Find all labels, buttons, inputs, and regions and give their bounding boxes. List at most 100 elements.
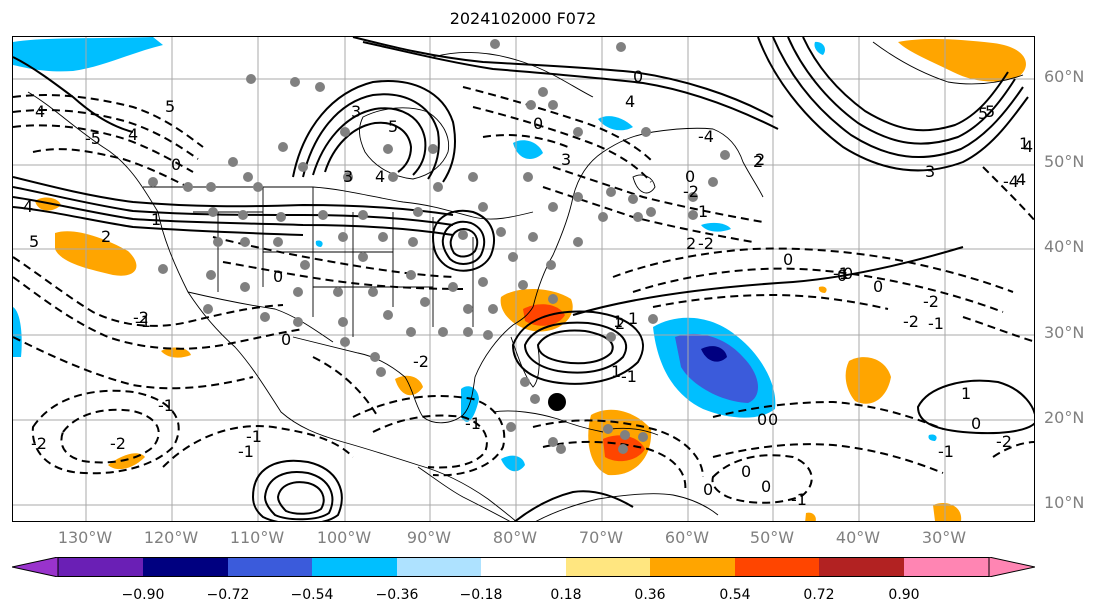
contour-label: -5 — [85, 129, 101, 148]
contour-neg-north-2 — [472, 106, 652, 183]
contour-label: 2 — [101, 227, 111, 246]
colorbar-bin-5 — [397, 557, 481, 577]
lat-label-30n: 30°N — [1044, 323, 1085, 342]
contour-label: 2 — [615, 314, 625, 333]
lon-label-110w: 110°W — [229, 528, 285, 547]
lon-label-100w: 100°W — [316, 528, 372, 547]
colorbar-tick: 0.18 — [550, 587, 582, 603]
colorbar-bin-4 — [312, 557, 397, 577]
contour-ridge-2 — [302, 93, 440, 180]
contour-neg-west-3 — [13, 336, 254, 390]
gridlines — [13, 37, 1034, 521]
coast-newfoundland — [632, 174, 656, 194]
contour-label: -2 — [110, 434, 126, 453]
contour-mexico-low-1 — [251, 459, 343, 521]
contour-label: 3 — [925, 162, 935, 181]
colorbar-bin-2 — [143, 557, 228, 577]
contour-bottom-right — [513, 490, 634, 521]
contour-neg-caribbean-2 — [542, 440, 687, 493]
contour-label: 4 — [23, 197, 33, 216]
contour-low-1 — [431, 209, 495, 272]
contour-neg-mexico-1 — [352, 395, 506, 477]
contour-labels: 5 4 0 -5 4 3 5 3 4 2 -4 1 3 -2 0 5 3 -2 … — [23, 67, 1033, 509]
contour-neg-west-2 — [13, 276, 304, 350]
contour-label: -1 — [158, 396, 174, 415]
coast-gulf — [292, 306, 534, 424]
contour-label: 3 — [351, 102, 361, 121]
shade-newfoundland-blue — [513, 140, 543, 159]
contour-label: 4 — [128, 125, 138, 144]
contour-north-arc-2 — [362, 41, 779, 130]
colorbar-tick: −0.90 — [121, 587, 165, 603]
contour-label: 0 — [633, 67, 643, 86]
contour-label: -1 — [621, 367, 637, 386]
shade-s-orange-small — [805, 512, 816, 521]
contour-label: 3 — [343, 167, 353, 186]
colorbar-bin-9 — [735, 557, 819, 577]
contour-label: 5 — [165, 97, 175, 116]
contour-neg-atl-5 — [712, 443, 944, 474]
contour-label: 2 — [753, 152, 763, 171]
coast-central-america — [417, 466, 511, 521]
shade-pacific-orange-2 — [161, 347, 191, 358]
contour-label: -1 — [246, 427, 262, 446]
contour-neg-north-1 — [462, 86, 654, 163]
colorbar-bin-8 — [650, 557, 735, 577]
shade-se-orange — [933, 502, 962, 521]
contour-neg-us-1 — [212, 236, 454, 278]
dashed-contours — [13, 86, 1034, 504]
contour-label: 0 — [281, 330, 291, 349]
coast-hudson — [359, 107, 450, 180]
contour-label: -2 — [31, 434, 47, 453]
lon-label-30w: 30°W — [921, 528, 967, 547]
border-us-mexico — [187, 291, 334, 343]
contour-atl-east-loop — [916, 379, 1034, 435]
contour-label: 0 — [971, 414, 981, 433]
lon-label-80w: 80°W — [492, 528, 538, 547]
contour-label: -2 — [996, 432, 1012, 451]
colorbar-tick: 0.54 — [719, 587, 751, 603]
contour-label: 1 — [611, 362, 621, 381]
contour-label: 5 — [29, 232, 39, 251]
contour-jet-west-4 — [13, 206, 304, 236]
coast-florida — [510, 336, 540, 388]
lat-label-10n: 10°N — [1044, 493, 1085, 512]
lon-label-130w: 130°W — [57, 528, 113, 547]
shade-north-pacific-blue — [13, 37, 163, 72]
contour-label: 0 — [873, 277, 883, 296]
contour-label: 2 — [686, 234, 696, 253]
storm-marker — [548, 393, 566, 411]
contour-high-east-atl-3 — [536, 329, 614, 365]
contour-low-2 — [441, 220, 486, 265]
shade-atlantic-navy — [701, 346, 727, 362]
contour-label: 1 — [961, 384, 971, 403]
contour-greenland-4 — [802, 37, 1009, 132]
shade-dot-blue-small — [315, 240, 323, 247]
contour-label: 5 — [985, 102, 995, 121]
weather-map: 5 4 0 -5 4 3 5 3 4 2 -4 1 3 -2 0 5 3 -2 … — [13, 37, 1034, 521]
contour-label: 0 — [685, 167, 695, 186]
contour-label: -2 — [903, 312, 919, 331]
border-us-canada — [143, 186, 534, 220]
shade-west-blue — [13, 307, 22, 357]
contour-neg-atl-3 — [652, 293, 889, 310]
lon-label-60w: 60°W — [664, 528, 710, 547]
contour-high-east-atl-2 — [523, 321, 628, 374]
contour-neg-pacific-low — [162, 425, 354, 468]
contour-label: 4 — [35, 102, 45, 121]
contour-label: 0 — [783, 250, 793, 269]
shade-labrador-blue — [598, 116, 633, 131]
colorbar-bin-10 — [819, 557, 904, 577]
contour-label: -2 — [698, 234, 714, 253]
map-title: 2024102000 F072 — [449, 9, 597, 28]
contour-ne-west — [13, 56, 134, 133]
contour-label: 0 — [273, 267, 283, 286]
solid-contours — [13, 37, 1034, 521]
colorbar-bin-7 — [566, 557, 650, 577]
colorbar-bin-3 — [228, 557, 312, 577]
contour-label: -2 — [923, 292, 939, 311]
contour-neg-greenland — [982, 166, 1034, 222]
shade-atlantic-mid-blue — [675, 333, 759, 403]
contour-neg-pacific-3 — [13, 124, 194, 173]
shade-ne-orange-small — [818, 286, 827, 293]
